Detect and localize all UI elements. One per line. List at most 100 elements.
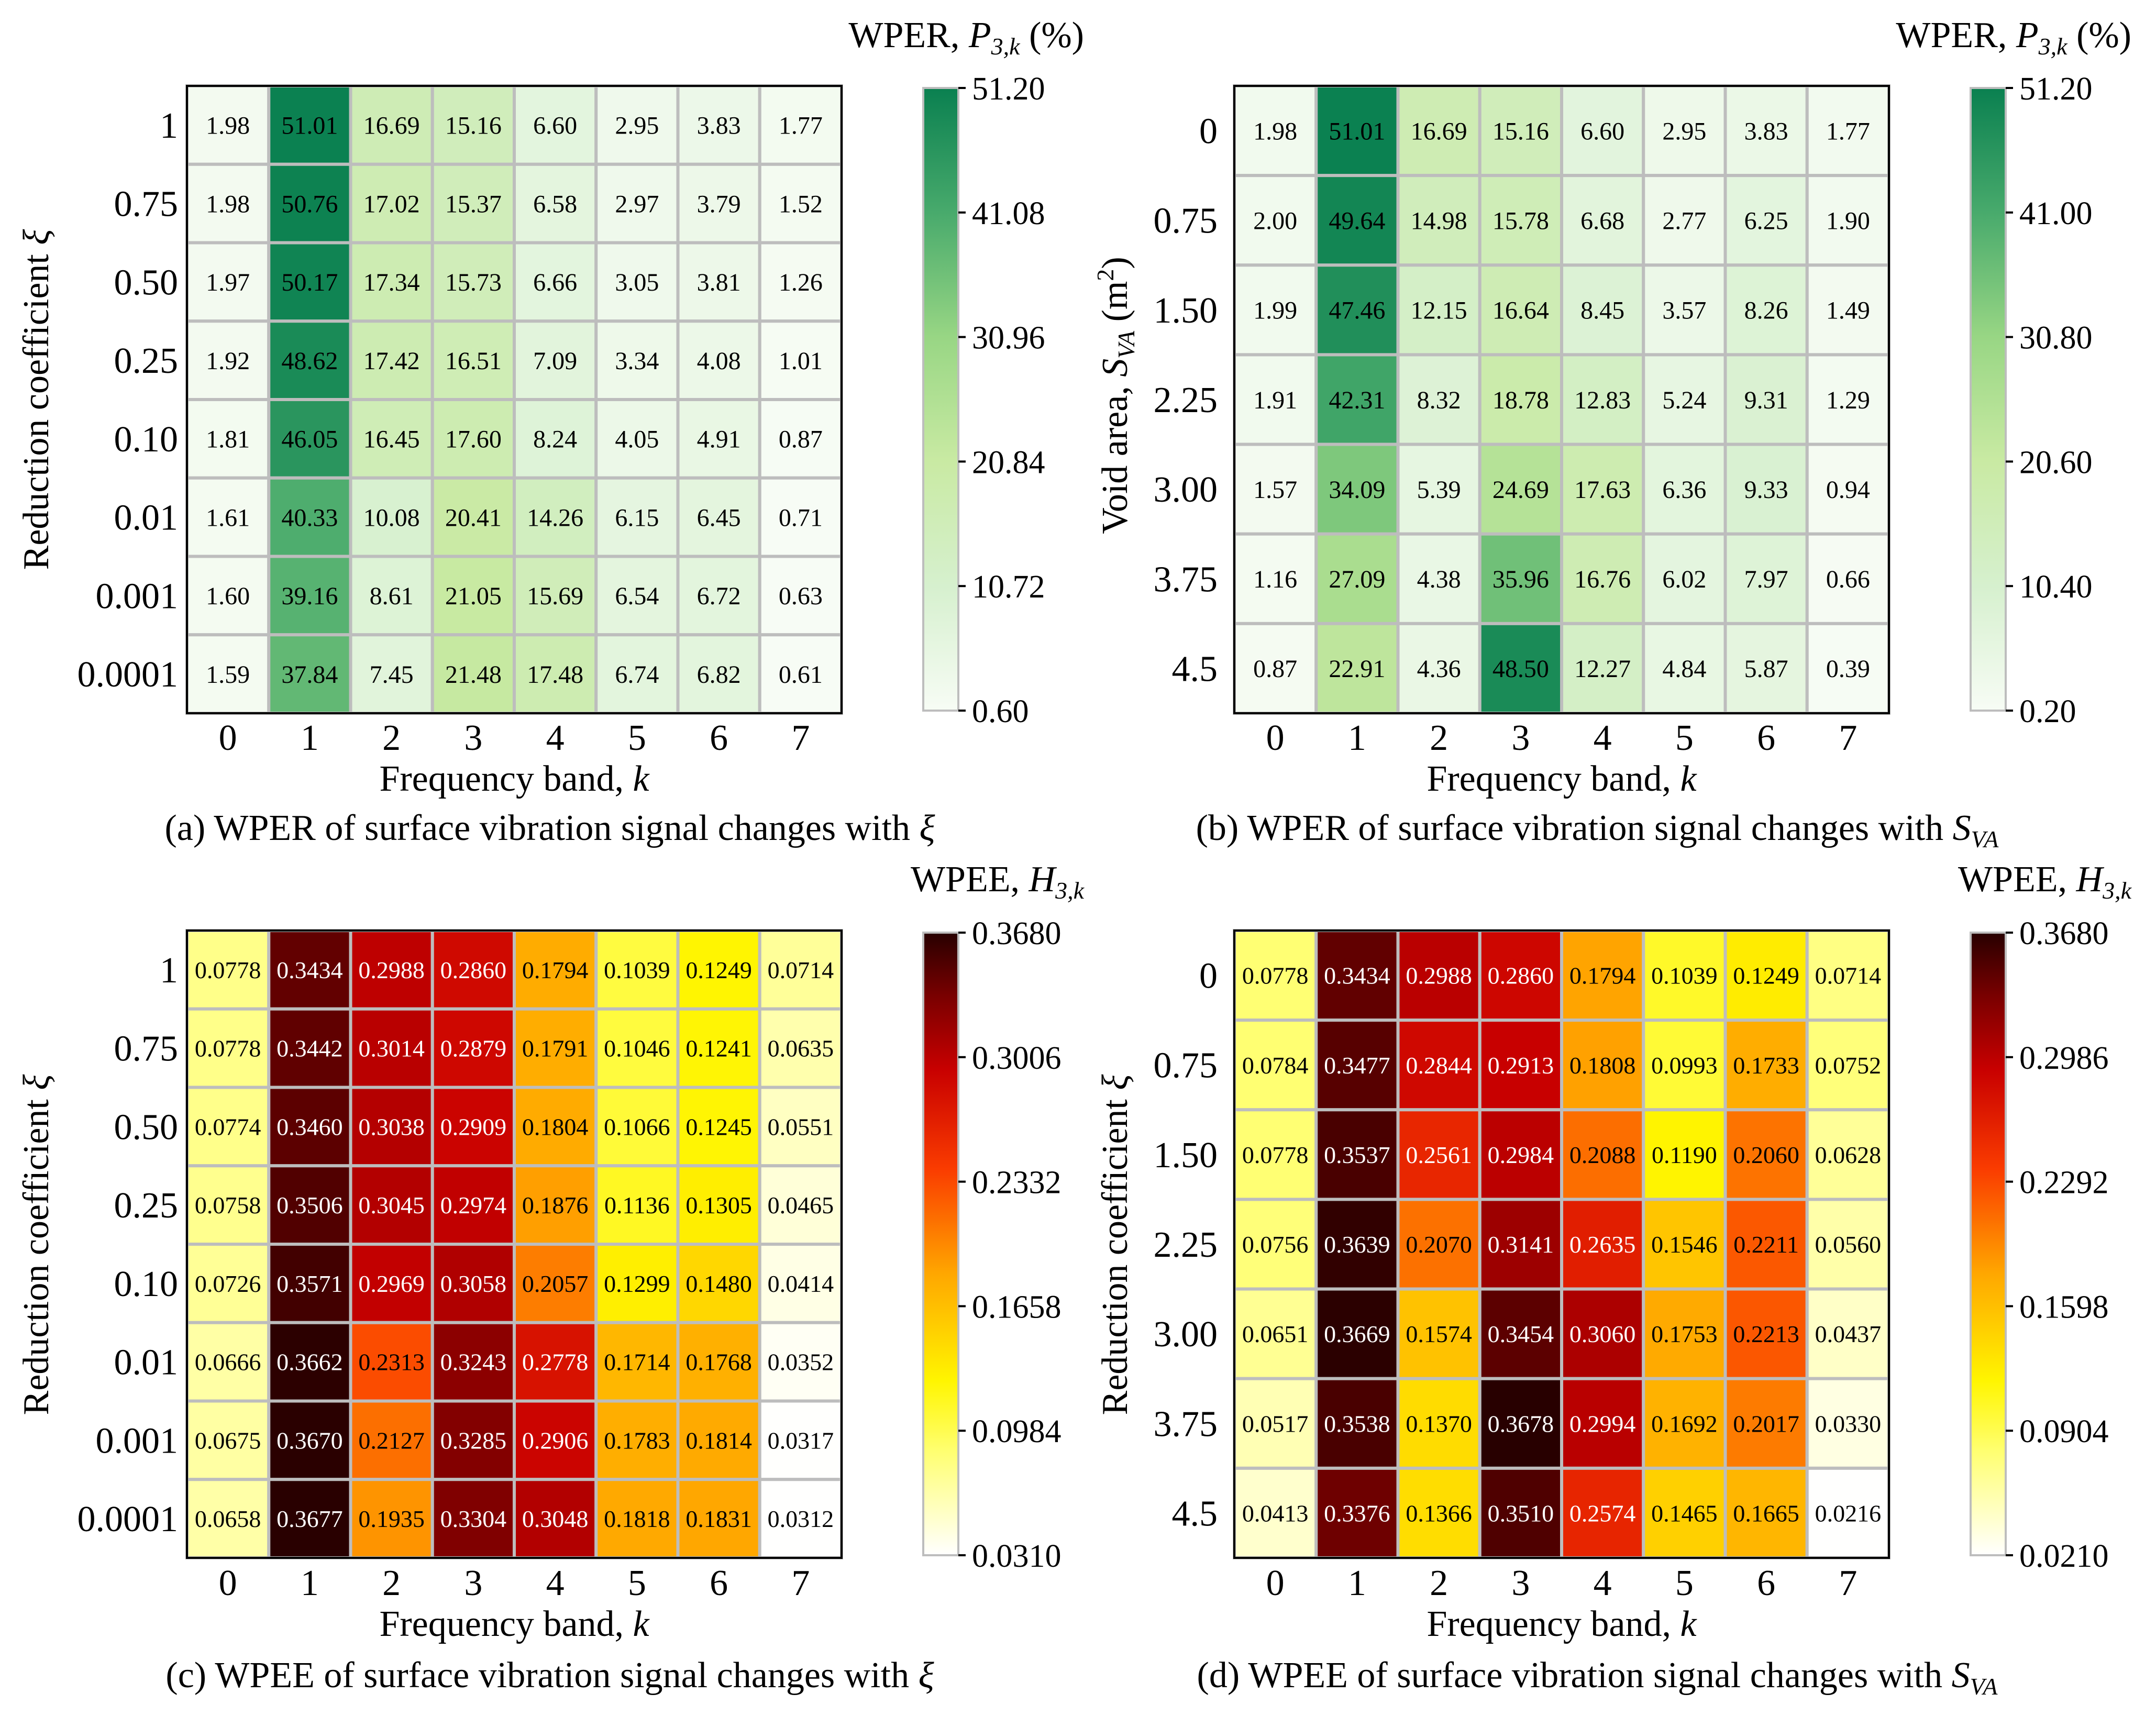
cell-value-label: 0.3669	[1324, 1321, 1390, 1347]
cell-value-label: 0.1039	[1651, 962, 1718, 989]
cell-value-label: 6.68	[1580, 207, 1624, 235]
heatmap-cell	[1314, 929, 1400, 1022]
x-tick-label: 1	[301, 1563, 319, 1603]
heatmap-cell	[513, 1243, 598, 1324]
x-tick-label: 6	[710, 1563, 728, 1603]
cell-value-label: 0.0758	[195, 1192, 261, 1219]
cell-value-label: 2.00	[1253, 207, 1297, 235]
heatmap-cell	[267, 476, 352, 558]
y-tick-label: 0.75	[1154, 1046, 1218, 1086]
cell-value-label: 0.1366	[1406, 1500, 1472, 1527]
cell-value-label: 22.91	[1329, 655, 1385, 683]
x-axis-label: Frequency band, k	[379, 1604, 650, 1644]
cell-value-label: 12.83	[1574, 386, 1631, 414]
colorbar	[922, 87, 959, 712]
cell-value-label: 0.3460	[277, 1113, 343, 1140]
cell-value-label: 18.78	[1492, 386, 1549, 414]
cell-value-label: 0.2561	[1406, 1142, 1472, 1168]
cell-value-label: 5.87	[1744, 655, 1788, 683]
cell-value-label: 0.0778	[1242, 962, 1309, 989]
cell-value-label: 1.99	[1253, 297, 1297, 325]
cell-value-label: 0.39	[1826, 655, 1870, 683]
cell-value-label: 37.84	[281, 661, 338, 689]
cell-value-label: 0.2909	[440, 1113, 507, 1140]
cell-value-label: 0.0437	[1815, 1321, 1882, 1347]
heatmap-cell	[1314, 532, 1400, 625]
heatmap-cell	[513, 398, 598, 480]
cell-value-label: 4.36	[1417, 655, 1461, 683]
heatmap-cell	[758, 1399, 843, 1481]
heatmap-cell	[1478, 263, 1563, 357]
x-tick-label: 6	[1757, 1563, 1775, 1603]
cell-value-label: 34.09	[1329, 476, 1385, 504]
colorbar-tick-label: 0.1598	[2019, 1289, 2109, 1325]
heatmap-cell	[349, 1243, 434, 1324]
cell-value-label: 6.72	[697, 582, 741, 610]
cell-value-label: 0.1791	[522, 1035, 589, 1062]
heatmap-cell	[1560, 1377, 1645, 1470]
cell-value-label: 1.98	[206, 190, 250, 218]
colorbar-tick-label: 0.2986	[2019, 1040, 2109, 1076]
cell-value-label: 15.16	[1492, 117, 1549, 145]
y-tick-label: 0.75	[1154, 201, 1218, 241]
cell-value-label: 0.1768	[686, 1349, 752, 1376]
cell-value-label: 0.0658	[195, 1505, 261, 1532]
cell-value-label: 0.0784	[1242, 1052, 1309, 1079]
cell-value-label: 6.82	[697, 661, 741, 689]
heatmap-cell	[349, 1478, 434, 1559]
cell-value-label: 17.63	[1574, 476, 1631, 504]
cell-value-label: 6.66	[533, 269, 577, 296]
heatmap-cell	[1560, 263, 1645, 357]
cell-value-label: 5.24	[1662, 386, 1706, 414]
cell-value-label: 0.0752	[1815, 1052, 1882, 1079]
cell-value-label: 2.77	[1662, 207, 1706, 235]
colorbar-tick-label: 0.3006	[972, 1040, 1062, 1076]
heatmap-cell	[1805, 532, 1890, 625]
cell-value-label: 0.2984	[1488, 1142, 1554, 1168]
cell-value-label: 1.98	[1253, 117, 1297, 145]
cell-value-label: 0.1794	[522, 957, 589, 983]
y-tick-label: 0.01	[114, 498, 179, 538]
heatmap-cell	[1805, 1108, 1890, 1201]
heatmap-cell	[1642, 174, 1727, 267]
cell-value-label: 9.31	[1744, 386, 1788, 414]
heatmap-cell	[594, 162, 680, 245]
cell-value-label: 16.69	[1411, 117, 1467, 145]
heatmap-cell	[513, 319, 598, 401]
cell-value-label: 0.2060	[1733, 1142, 1799, 1168]
cell-value-label: 6.25	[1744, 207, 1788, 235]
x-tick-label: 1	[1348, 1563, 1366, 1603]
heatmap-cell	[267, 1007, 352, 1089]
cell-value-label: 14.26	[527, 504, 583, 532]
heatmap-cell	[594, 1399, 680, 1481]
cell-value-label: 2.95	[615, 112, 659, 140]
cell-value-label: 2.95	[1662, 117, 1706, 145]
heatmap-cell	[513, 1399, 598, 1481]
cell-value-label: 50.17	[281, 269, 338, 296]
cell-value-label: 0.0993	[1651, 1052, 1718, 1079]
heatmap-cell	[1642, 929, 1727, 1022]
heatmap-cell	[594, 555, 680, 637]
cell-value-label: 6.54	[615, 582, 659, 610]
y-tick-label: 1	[160, 950, 178, 991]
heatmap-cell	[1805, 1466, 1890, 1560]
cell-value-label: 1.77	[779, 112, 823, 140]
colorbar-title: WPEE, H3,k	[911, 859, 1085, 904]
cell-value-label: 1.29	[1826, 386, 1870, 414]
cell-value-label: 49.64	[1329, 207, 1385, 235]
colorbar-tick-label: 51.20	[2019, 71, 2093, 107]
heatmap-cell	[1396, 532, 1481, 625]
colorbar-tick-label: 30.80	[2019, 320, 2093, 356]
cell-value-label: 0.66	[1826, 566, 1870, 593]
cell-value-label: 6.36	[1662, 476, 1706, 504]
cell-value-label: 0.3678	[1488, 1410, 1554, 1437]
cell-value-label: 0.2860	[1488, 962, 1554, 989]
cell-value-label: 8.45	[1580, 297, 1624, 325]
cell-value-label: 0.1876	[522, 1192, 589, 1219]
cell-value-label: 0.3038	[358, 1113, 425, 1140]
heatmap-cell	[1478, 1287, 1563, 1380]
cell-value-label: 21.05	[445, 582, 502, 610]
heatmap-cell	[267, 1399, 352, 1481]
cell-value-label: 0.71	[779, 504, 823, 532]
cell-value-label: 0.3639	[1324, 1231, 1390, 1258]
